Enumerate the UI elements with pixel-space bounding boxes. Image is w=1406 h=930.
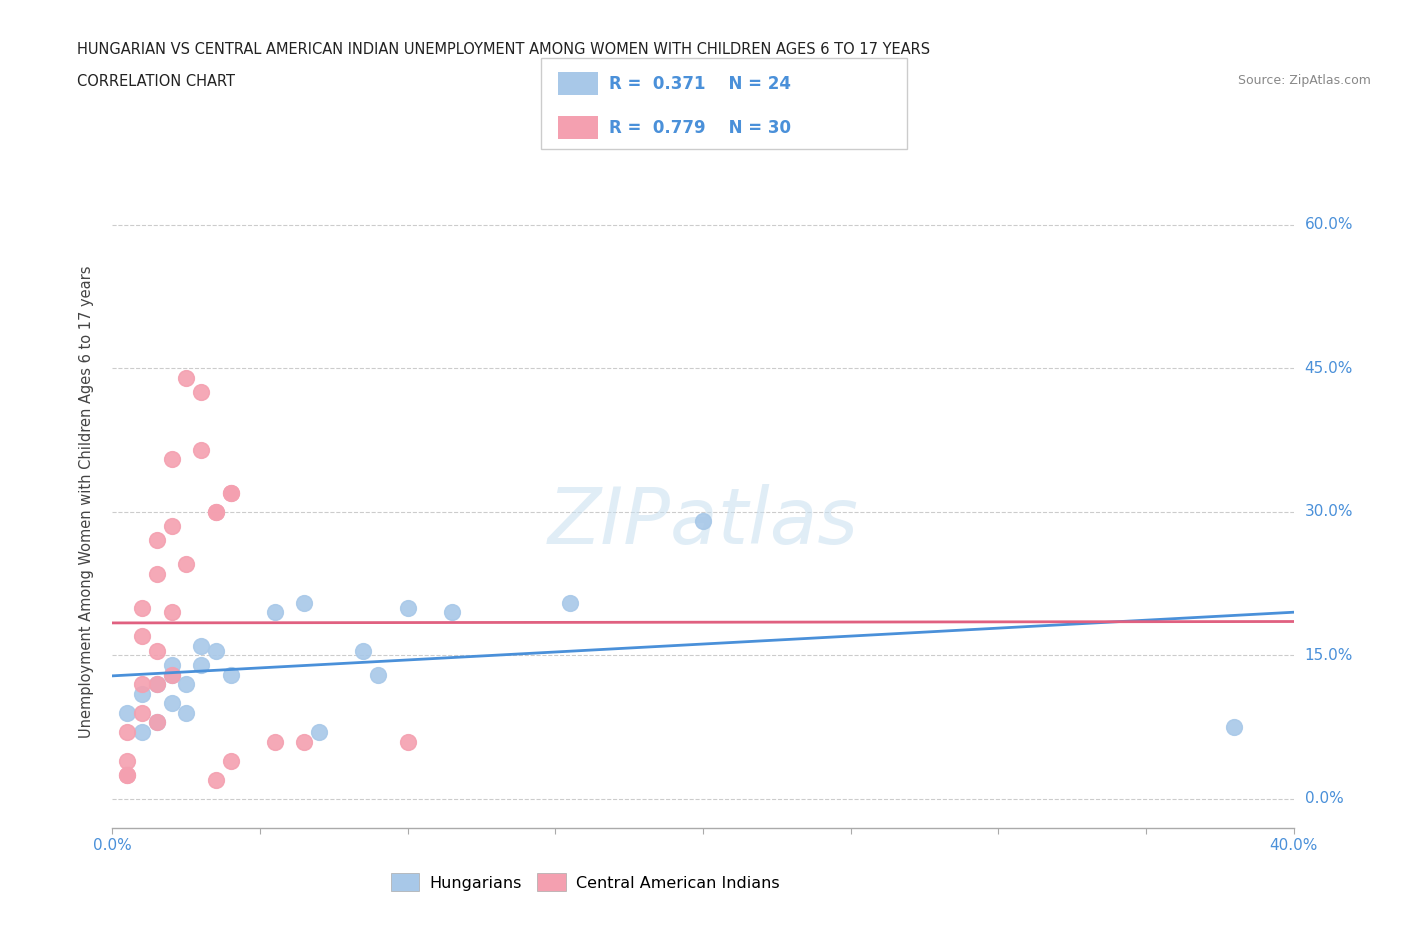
Point xyxy=(692,514,714,529)
Point xyxy=(117,767,138,782)
Text: ZIPatlas: ZIPatlas xyxy=(547,484,859,560)
Point xyxy=(441,604,464,619)
Point xyxy=(146,566,169,581)
Y-axis label: Unemployment Among Women with Children Ages 6 to 17 years: Unemployment Among Women with Children A… xyxy=(79,266,94,738)
Text: R =  0.779    N = 30: R = 0.779 N = 30 xyxy=(609,119,790,138)
Text: CORRELATION CHART: CORRELATION CHART xyxy=(77,74,235,89)
Point xyxy=(146,644,169,658)
Point xyxy=(190,638,212,653)
Point xyxy=(131,686,153,701)
Point xyxy=(205,504,228,519)
Point xyxy=(367,667,389,682)
Point xyxy=(174,557,197,572)
Point xyxy=(219,485,242,500)
Point xyxy=(174,370,197,385)
Point xyxy=(160,519,183,534)
Point xyxy=(1223,720,1246,735)
Text: 0.0%: 0.0% xyxy=(1305,791,1343,806)
Point xyxy=(292,595,315,610)
Point xyxy=(396,600,419,615)
Point xyxy=(264,604,287,619)
Point xyxy=(190,658,212,672)
Point xyxy=(264,734,287,749)
Point xyxy=(131,629,153,644)
Point xyxy=(308,724,330,739)
Point xyxy=(219,485,242,500)
Text: R =  0.371    N = 24: R = 0.371 N = 24 xyxy=(609,74,790,93)
Point xyxy=(131,724,153,739)
Point xyxy=(190,385,212,400)
Point xyxy=(219,753,242,768)
Point xyxy=(174,705,197,720)
Point xyxy=(558,595,582,610)
Point xyxy=(292,734,315,749)
Point xyxy=(160,667,183,682)
Point xyxy=(174,677,197,692)
Point xyxy=(117,753,138,768)
Point xyxy=(160,696,183,711)
Text: 45.0%: 45.0% xyxy=(1305,361,1353,376)
Point xyxy=(160,667,183,682)
Point xyxy=(146,677,169,692)
Point xyxy=(146,715,169,730)
Point xyxy=(205,504,228,519)
Point xyxy=(205,644,228,658)
Text: HUNGARIAN VS CENTRAL AMERICAN INDIAN UNEMPLOYMENT AMONG WOMEN WITH CHILDREN AGES: HUNGARIAN VS CENTRAL AMERICAN INDIAN UNE… xyxy=(77,42,931,57)
Point xyxy=(396,734,419,749)
Point xyxy=(131,600,153,615)
Point xyxy=(146,677,169,692)
Point xyxy=(131,705,153,720)
Point xyxy=(352,644,374,658)
Point xyxy=(117,705,138,720)
Legend: Hungarians, Central American Indians: Hungarians, Central American Indians xyxy=(384,867,786,897)
Point xyxy=(117,767,138,782)
Point xyxy=(131,677,153,692)
Point xyxy=(190,442,212,457)
Point xyxy=(117,724,138,739)
Point xyxy=(160,604,183,619)
Point xyxy=(205,773,228,788)
Point xyxy=(160,452,183,467)
Text: Source: ZipAtlas.com: Source: ZipAtlas.com xyxy=(1237,74,1371,87)
Point xyxy=(146,715,169,730)
Point xyxy=(160,658,183,672)
Point xyxy=(146,533,169,548)
Point xyxy=(219,667,242,682)
Text: 60.0%: 60.0% xyxy=(1305,217,1353,232)
Text: 15.0%: 15.0% xyxy=(1305,648,1353,663)
Text: 30.0%: 30.0% xyxy=(1305,504,1353,519)
